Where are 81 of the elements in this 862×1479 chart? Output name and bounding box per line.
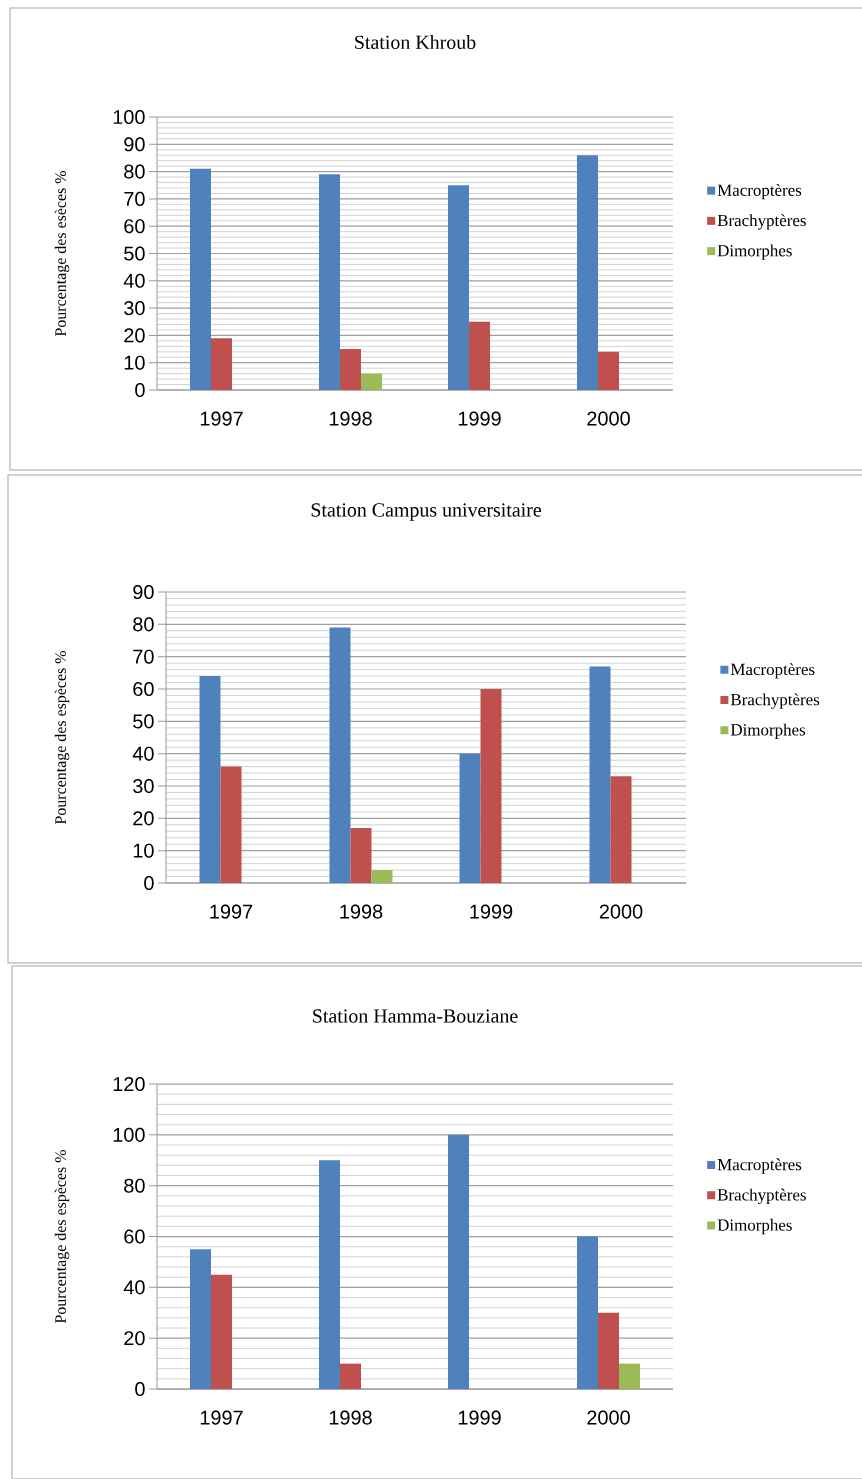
y-tick-label: 40	[123, 273, 145, 288]
bar	[598, 351, 620, 391]
y-tick-label: 120	[113, 1076, 145, 1092]
bar	[469, 321, 491, 391]
bar	[350, 828, 372, 884]
bar	[361, 373, 383, 391]
chart-title: Station Hamma-Bouziane	[313, 1009, 518, 1023]
legend-label: Macroptères	[730, 663, 815, 679]
bar	[371, 870, 393, 884]
legend-label: Macroptères	[717, 183, 802, 200]
y-tick-label: 20	[133, 811, 154, 826]
bar	[329, 627, 351, 884]
bar	[619, 1363, 641, 1390]
x-tick-label: 1998	[329, 411, 372, 426]
y-tick-label: 70	[133, 649, 154, 664]
y-axis-title: Pourcentage des espèces %	[54, 1150, 70, 1324]
legend-label: Brachyptères	[730, 693, 820, 709]
x-tick-label: 1997	[200, 1410, 243, 1425]
y-tick-label: 20	[124, 1331, 145, 1346]
bar	[220, 766, 242, 884]
y-tick-label: 80	[124, 1178, 145, 1193]
bar	[211, 1274, 232, 1390]
bar	[190, 168, 211, 391]
x-tick-label: 2000	[587, 411, 630, 426]
y-tick-label: 30	[124, 301, 145, 316]
y-tick-label: 70	[124, 191, 145, 206]
bar	[448, 185, 470, 391]
y-tick-label: 50	[133, 714, 154, 729]
bar	[190, 1249, 211, 1390]
y-tick-label: 0	[144, 875, 154, 891]
bar	[577, 155, 599, 391]
y-tick-label: 90	[133, 584, 154, 600]
x-tick-label: 1998	[329, 1410, 372, 1425]
bar	[610, 776, 632, 884]
legend-label: Macroptères	[717, 1158, 802, 1174]
y-axis-title: Pourcentage des espèces %	[54, 651, 70, 825]
x-tick-label: 1999	[458, 411, 501, 426]
bar	[598, 1312, 620, 1390]
bar	[319, 1160, 341, 1390]
bar	[340, 349, 362, 391]
bar	[199, 676, 221, 884]
y-tick-label: 90	[124, 137, 145, 152]
legend-label: Brachyptères	[717, 214, 806, 230]
chart-title: Station Campus universitaire	[311, 503, 542, 521]
legend-label: Brachyptères	[717, 1188, 806, 1205]
y-tick-label: 60	[133, 681, 154, 697]
y-tick-label: 80	[124, 164, 145, 179]
y-tick-label: 80	[133, 617, 154, 632]
y-tick-label: 0	[135, 382, 145, 398]
y-tick-label: 10	[124, 355, 145, 370]
x-tick-label: 1997	[210, 904, 253, 919]
bar	[480, 689, 502, 884]
y-tick-label: 100	[113, 109, 145, 125]
bar	[211, 338, 232, 391]
x-tick-label: 1999	[458, 1410, 501, 1425]
y-axis-title: Pourcentage des esèces %	[54, 171, 70, 337]
y-tick-label: 50	[124, 246, 145, 261]
y-tick-label: 0	[135, 1381, 145, 1397]
x-tick-label: 2000	[599, 904, 643, 919]
y-tick-label: 20	[124, 328, 145, 343]
bar	[577, 1236, 599, 1390]
legend-label: Dimorphes	[717, 244, 792, 260]
x-tick-label: 1999	[470, 904, 513, 919]
x-tick-label: 1998	[340, 904, 383, 919]
y-tick-label: 10	[133, 843, 154, 858]
x-tick-label: 2000	[587, 1410, 630, 1425]
x-tick-label: 1997	[200, 411, 243, 426]
bar	[319, 174, 341, 391]
y-tick-label: 60	[124, 1229, 145, 1244]
y-tick-label: 100	[113, 1127, 145, 1142]
y-tick-label: 30	[133, 778, 154, 794]
bar	[448, 1134, 470, 1390]
y-tick-label: 40	[132, 746, 154, 761]
y-tick-label: 60	[124, 219, 145, 234]
legend-label: Dimorphes	[730, 723, 806, 740]
bar	[459, 753, 481, 884]
chart-title: Station Khroub	[355, 35, 476, 50]
y-tick-label: 40	[123, 1280, 145, 1295]
bar	[589, 666, 611, 884]
legend-label: Dimorphes	[717, 1218, 792, 1235]
bar	[340, 1363, 362, 1390]
